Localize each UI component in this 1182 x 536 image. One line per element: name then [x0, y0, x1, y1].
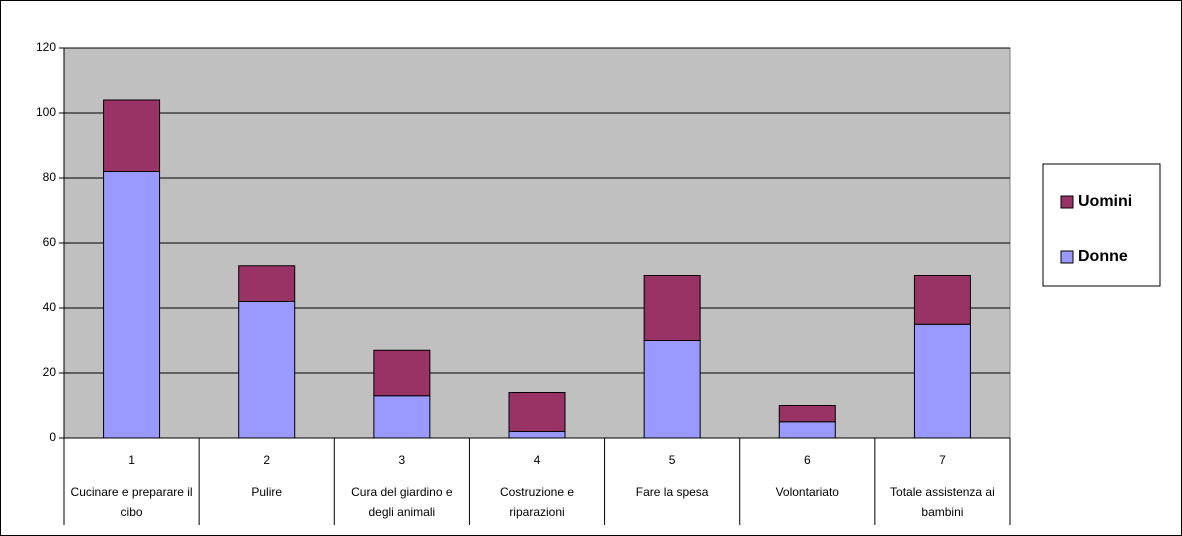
legend-swatch — [1060, 250, 1074, 264]
bar-segment — [238, 301, 296, 439]
y-tick-label: 60 — [43, 235, 57, 249]
category-number: 3 — [399, 453, 406, 467]
bar-segment — [643, 275, 701, 341]
y-tick-label: 20 — [43, 365, 57, 379]
y-tick-label: 80 — [43, 170, 57, 184]
category-number: 5 — [669, 453, 676, 467]
legend-label: Uomini — [1078, 193, 1132, 210]
bar-segment — [913, 323, 971, 439]
bar-segment — [238, 265, 296, 302]
category-number: 6 — [804, 453, 811, 467]
bar-segment — [643, 340, 701, 439]
x-tick-label: Cura del giardino e degli animali — [351, 485, 453, 519]
bar-segment — [373, 349, 431, 397]
x-tick-label: Costruzione e riparazioni — [499, 485, 575, 519]
legend-box — [1042, 163, 1161, 287]
legend-swatch — [1060, 195, 1074, 209]
category-number: 2 — [263, 453, 270, 467]
y-tick-label: 0 — [49, 430, 56, 444]
bar-segment — [508, 431, 566, 439]
bar-segment — [508, 392, 566, 432]
x-tick-label: Totale assistenza ai bambini — [890, 485, 995, 519]
bar-segment — [373, 395, 431, 439]
x-tick-label: Cucinare e preparare il cibo — [70, 485, 193, 519]
x-tick-label: Volontariato — [775, 485, 839, 499]
bar-segment — [913, 275, 971, 325]
category-number: 4 — [534, 453, 541, 467]
category-number: 7 — [939, 453, 946, 467]
bar-segment — [778, 421, 836, 439]
bar-segment — [103, 171, 161, 439]
y-tick-label: 40 — [43, 300, 57, 314]
category-number: 1 — [128, 453, 135, 467]
x-tick-label: Fare la spesa — [635, 485, 709, 499]
y-tick-label: 120 — [36, 40, 56, 54]
bar-segment — [103, 99, 161, 172]
legend-label: Donne — [1078, 248, 1128, 265]
bar-segment — [778, 405, 836, 423]
y-tick-label: 100 — [36, 105, 56, 119]
x-tick-label: Pulire — [251, 485, 283, 499]
